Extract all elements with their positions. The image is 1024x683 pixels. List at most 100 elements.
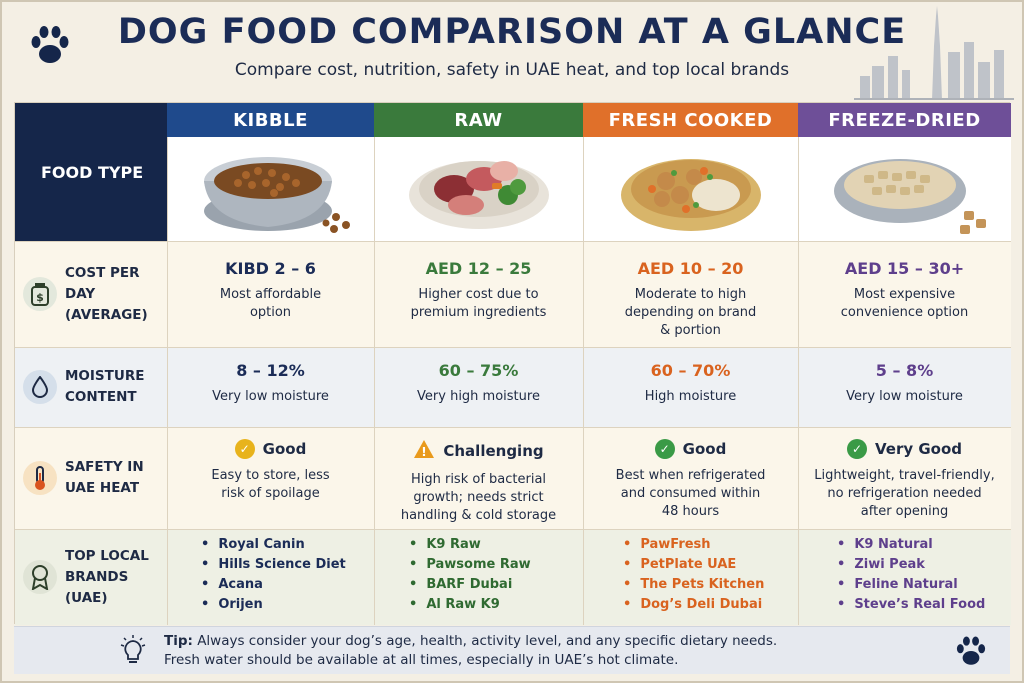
safety-note: risk of spoilage	[221, 486, 320, 501]
cost-value: AED 12 – 25	[425, 259, 532, 278]
check-circle-icon: ✓	[846, 439, 867, 459]
list-item: Orijen	[201, 595, 346, 615]
tip-bar: Tip: Always consider your dog’s age, hea…	[14, 626, 1010, 674]
safety-note: Lightweight, travel-friendly,	[814, 468, 995, 483]
moisture-cell-freeze-dried: 5 – 8% Very low moisture	[798, 361, 1011, 406]
brands-label-line2: (UAE)	[65, 589, 108, 606]
cost-note: & portion	[660, 323, 721, 338]
moisture-note: Very high moisture	[417, 389, 540, 404]
lightbulb-icon	[118, 635, 148, 671]
comparison-table: FOOD TYPE KIBBLE RAW FRESH COOKED FREEZE…	[14, 102, 1011, 625]
svg-text:$: $	[36, 291, 44, 304]
brands-row-label: TOP LOCAL BRANDS (UAE)	[15, 529, 167, 625]
warning-triangle-icon: !	[413, 439, 435, 463]
safety-rating: Good	[682, 440, 727, 458]
cost-row	[15, 241, 1011, 347]
safety-cell-kibble: ✓ Good Easy to store, less risk of spoilag…	[167, 439, 374, 503]
safety-note: Easy to store, less	[211, 468, 330, 483]
safety-note: 48 hours	[661, 504, 720, 519]
list-item: K9 Raw	[409, 535, 531, 555]
column-header-kibble: KIBBLE	[167, 103, 374, 137]
list-item: Acana	[201, 575, 346, 595]
kibble-bowl-image	[167, 137, 374, 241]
moisture-cell-kibble: 8 – 12% Very low moisture	[167, 361, 374, 406]
cost-note: premium ingredients	[410, 305, 547, 320]
fresh-cooked-bowl-image	[583, 137, 798, 241]
cost-note: Moderate to high	[634, 287, 747, 302]
water-drop-icon	[23, 370, 57, 404]
cost-note: Most expensive	[853, 287, 956, 302]
check-circle-icon: ✓	[654, 439, 675, 459]
list-item: Pawsome Raw	[409, 555, 530, 575]
cost-note: convenience option	[840, 305, 969, 320]
moisture-cell-raw: 60 – 75% Very high moisture	[374, 361, 583, 406]
safety-rating: Very Good	[874, 440, 963, 458]
column-header-raw: RAW	[374, 103, 583, 137]
moisture-note: Very low moisture	[846, 389, 963, 404]
list-item: Feline Natural	[837, 575, 985, 595]
moisture-value: 60 – 75%	[438, 361, 519, 380]
safety-note: High risk of bacterial	[410, 472, 547, 487]
safety-row-label: SAFETY IN UAE HEAT	[15, 427, 167, 529]
moisture-value: 60 – 70%	[650, 361, 731, 380]
cost-note: option	[249, 305, 292, 320]
safety-note: and consumed within	[620, 486, 761, 501]
cost-value: KIBD 2 – 6	[225, 259, 316, 278]
moisture-value: 5 – 8%	[875, 361, 934, 380]
safety-label-line2: UAE HEAT	[65, 480, 140, 496]
cost-row-label: $ COST PER DAY (AVERAGE)	[15, 241, 167, 347]
moisture-value: 8 – 12%	[236, 361, 305, 380]
raw-bowl-image	[374, 137, 583, 241]
cost-value: AED 10 – 20	[637, 259, 744, 278]
list-item: Ziwi Peak	[837, 555, 985, 575]
moisture-note: High moisture	[644, 389, 737, 404]
tip-line2: Fresh water should be available at all t…	[164, 652, 679, 668]
cost-cell-kibble: KIBD 2 – 6 Most affordable option	[167, 259, 374, 322]
cost-cell-freeze-dried: AED 15 – 30+ Most expensive convenience o…	[798, 259, 1011, 322]
cost-note: Most affordable	[219, 287, 322, 302]
cost-note: depending on brand	[624, 305, 757, 320]
page-subtitle: Compare cost, nutrition, safety in UAE h…	[234, 60, 790, 80]
brands-list-fresh-cooked: PawFresh PetPlate UAE The Pets Kitchen D…	[623, 535, 764, 615]
cost-cell-fresh-cooked: AED 10 – 20 Moderate to high depending on…	[583, 259, 798, 340]
moisture-row	[15, 347, 1011, 427]
safety-note: no refrigeration needed	[827, 486, 982, 501]
list-item: Hills Science Diet	[201, 555, 345, 575]
moisture-label-line1: MOISTURE	[65, 368, 145, 384]
dubai-skyline-icon	[854, 6, 1014, 104]
list-item: Al Raw K9	[409, 595, 531, 615]
safety-cell-freeze-dried: ✓ Very Good Lightweight, travel-friendly,…	[798, 439, 1011, 521]
safety-row	[15, 427, 1011, 529]
moisture-cell-fresh-cooked: 60 – 70% High moisture	[583, 361, 798, 406]
column-header-freeze-dried: FREEZE-DRIED	[798, 103, 1011, 137]
page-title: DOG FOOD COMPARISON AT A GLANCE	[117, 12, 907, 52]
brands-list-raw: K9 Raw Pawsome Raw BARF Dubai Al Raw K9	[409, 535, 531, 615]
list-item: PetPlate UAE	[623, 555, 764, 575]
moisture-row-label: MOISTURE CONTENT	[15, 347, 167, 427]
list-item: BARF Dubai	[409, 575, 531, 595]
list-item: Royal Canin	[201, 535, 346, 555]
freeze-dried-bowl-image	[798, 137, 1011, 241]
safety-note: Best when refrigerated	[615, 468, 766, 483]
brands-list-kibble: Royal Canin Hills Science Diet Acana Ori…	[201, 535, 346, 615]
safety-label-line1: SAFETY IN	[65, 459, 144, 475]
moisture-note: Very low moisture	[212, 389, 329, 404]
food-type-header: FOOD TYPE	[15, 103, 167, 241]
list-item: Dog’s Deli Dubai	[623, 595, 764, 615]
tip-label: Tip:	[164, 633, 193, 649]
cost-value: AED 15 – 30+	[844, 259, 965, 278]
award-ribbon-icon	[23, 560, 57, 594]
safety-note: growth; needs strict	[413, 490, 544, 505]
cost-cell-raw: AED 12 – 25 Higher cost due to premium in…	[374, 259, 583, 322]
paw-print-icon	[954, 635, 988, 671]
cost-note: Higher cost due to	[418, 287, 539, 302]
list-item: Steve’s Real Food	[837, 595, 985, 615]
svg-text:!: !	[422, 445, 427, 459]
cost-label-line2: (AVERAGE)	[65, 306, 148, 323]
tip-line1: Always consider your dog’s age, health, …	[192, 633, 778, 649]
list-item: PawFresh	[623, 535, 764, 555]
moisture-label-line2: CONTENT	[65, 389, 137, 405]
safety-rating: Good	[262, 440, 307, 458]
tip-text: Tip: Always consider your dog’s age, hea…	[164, 632, 777, 670]
